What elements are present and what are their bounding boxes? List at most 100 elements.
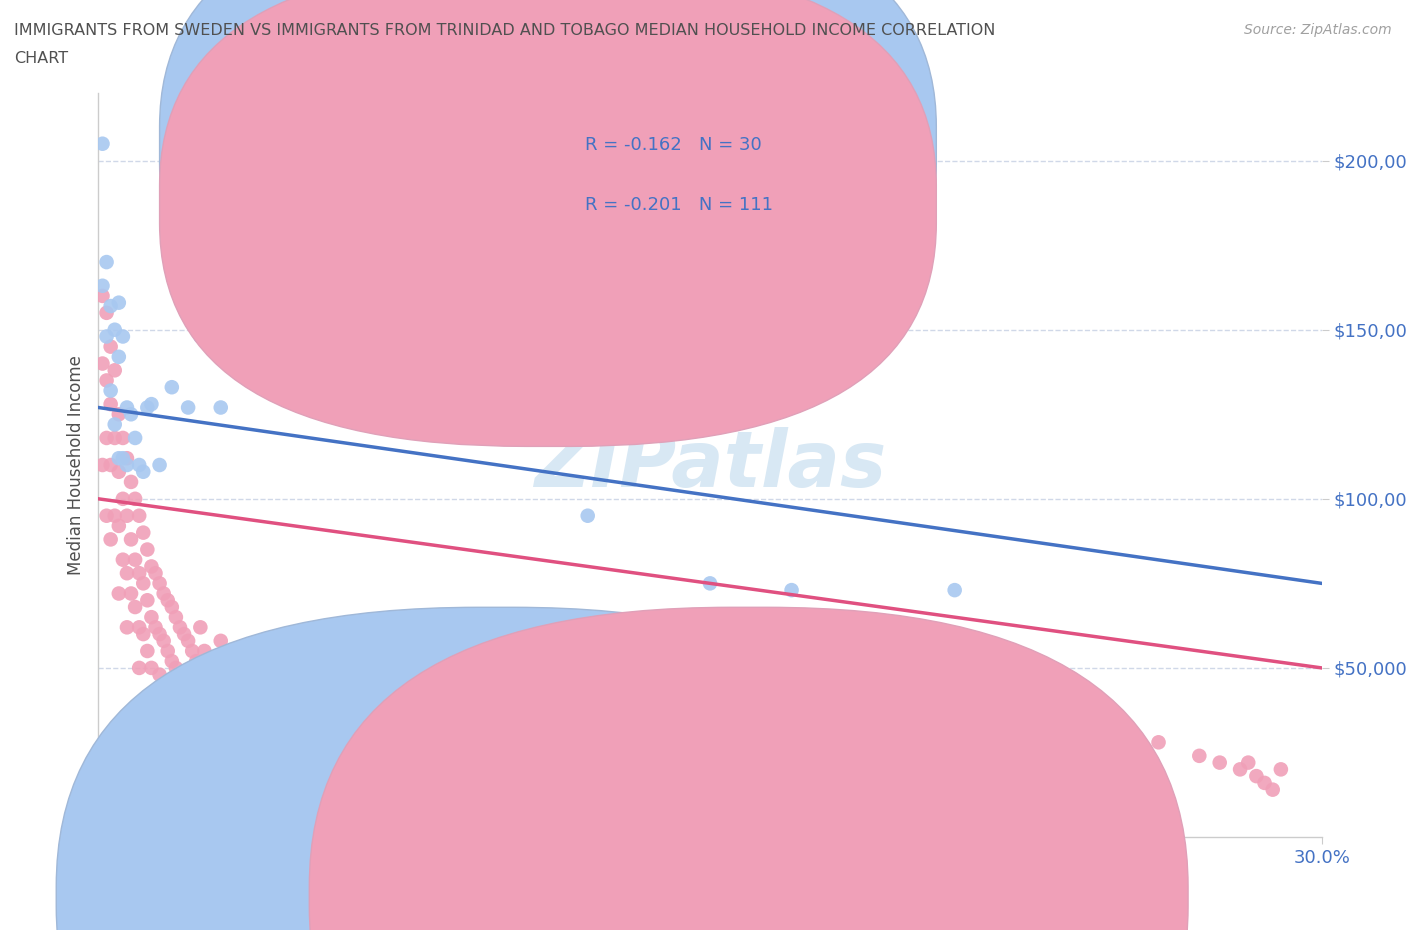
Point (132, 525, 155, 540)
Point (115, 400, 138, 415)
Point (193, 644, 215, 658)
Point (209, 400, 232, 415)
Point (152, 633, 174, 648)
Point (115, 620, 138, 635)
Point (91, 356, 114, 371)
Point (128, 565, 150, 580)
Point (124, 600, 146, 615)
Point (91, 288, 114, 303)
Point (454, 695, 477, 710)
Point (259, 681, 281, 696)
Point (141, 397, 163, 412)
Point (181, 644, 204, 658)
Point (186, 654, 208, 669)
Point (91, 458, 114, 472)
Point (222, 681, 245, 696)
Point (108, 406, 131, 421)
Point (218, 667, 240, 682)
Point (169, 620, 191, 635)
Point (1246, 769, 1268, 784)
Point (111, 329, 134, 344)
Point (128, 509, 150, 524)
Point (149, 458, 172, 472)
Point (332, 677, 354, 692)
Point (780, 583, 803, 598)
Point (141, 610, 163, 625)
Point (128, 620, 150, 635)
Point (233, 674, 256, 689)
Point (96, 255, 118, 270)
Point (132, 464, 155, 479)
Point (177, 677, 200, 692)
Point (115, 451, 138, 466)
Point (312, 701, 335, 716)
Point (120, 586, 142, 601)
Text: ZIPatlas: ZIPatlas (534, 427, 886, 503)
Point (108, 350, 131, 365)
Point (495, 722, 517, 737)
Point (214, 654, 236, 669)
Y-axis label: Median Household Income: Median Household Income (66, 355, 84, 575)
Point (120, 532, 142, 547)
Point (104, 323, 127, 338)
Point (373, 708, 395, 723)
Point (434, 714, 457, 729)
Point (201, 671, 224, 685)
Point (124, 431, 146, 445)
Point (576, 509, 599, 524)
Point (96, 329, 118, 344)
Point (821, 722, 844, 737)
Point (943, 583, 966, 598)
Point (104, 509, 127, 524)
Point (1188, 749, 1211, 764)
Point (658, 708, 681, 723)
Point (160, 379, 183, 394)
Point (136, 644, 159, 658)
Point (177, 633, 200, 648)
Point (165, 660, 187, 675)
Point (188, 667, 212, 682)
Text: Immigrants from Trinidad and Tobago: Immigrants from Trinidad and Tobago (773, 887, 1084, 906)
Point (100, 458, 122, 472)
Point (197, 660, 219, 675)
Point (128, 660, 150, 675)
Point (1066, 741, 1088, 756)
Point (108, 295, 131, 310)
Point (149, 627, 172, 642)
Point (108, 518, 131, 533)
Point (108, 586, 131, 601)
Point (104, 431, 127, 445)
Point (188, 329, 212, 344)
Point (283, 677, 305, 692)
Point (141, 660, 163, 675)
Text: Source: ZipAtlas.com: Source: ZipAtlas.com (1244, 23, 1392, 37)
Point (91, 278, 114, 293)
Point (128, 458, 150, 472)
FancyBboxPatch shape (502, 108, 894, 257)
Point (173, 627, 195, 642)
Point (108, 464, 131, 479)
Point (173, 667, 195, 682)
Point (96, 305, 118, 320)
Point (291, 687, 314, 702)
Point (270, 695, 294, 710)
Point (91, 137, 114, 152)
Point (149, 667, 172, 682)
Point (145, 620, 167, 635)
Point (536, 701, 558, 716)
Point (141, 559, 163, 574)
Point (111, 431, 134, 445)
Text: Immigrants from Sweden: Immigrants from Sweden (520, 887, 730, 906)
Point (1209, 755, 1232, 770)
Point (474, 708, 498, 723)
Point (132, 627, 155, 642)
Point (352, 695, 374, 710)
Point (165, 610, 187, 625)
Point (209, 677, 232, 692)
Point (100, 532, 122, 547)
Point (903, 735, 925, 750)
Point (188, 620, 212, 635)
Point (177, 400, 200, 415)
Point (104, 363, 127, 378)
Point (1270, 762, 1292, 777)
